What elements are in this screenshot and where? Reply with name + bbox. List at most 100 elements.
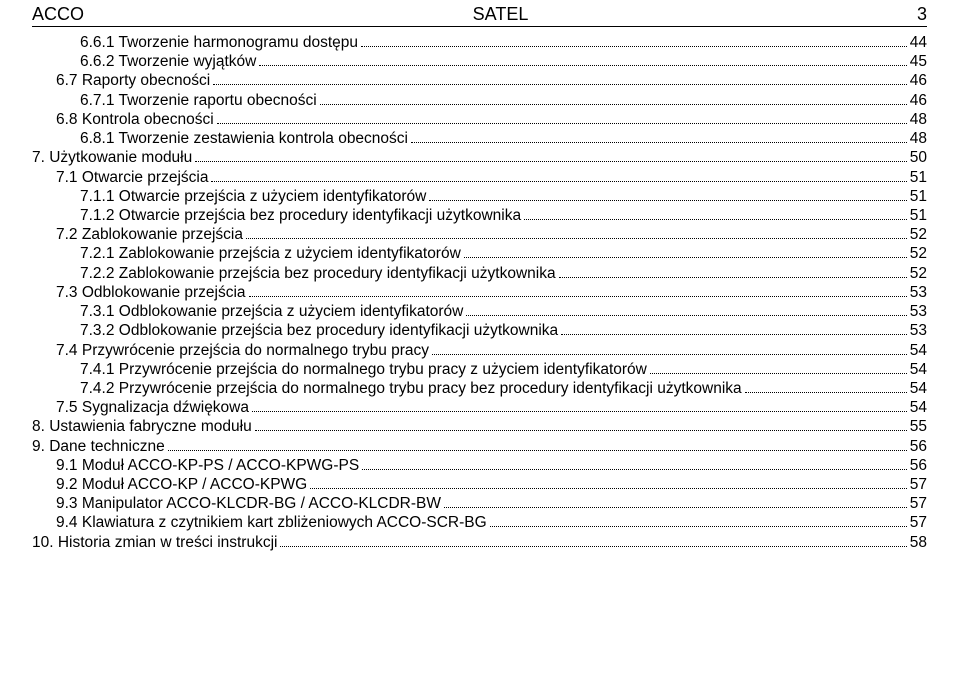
toc-leader-dots — [745, 392, 907, 393]
toc-label: 7.1 Otwarcie przejścia — [56, 168, 208, 187]
toc-label: 9.1 Moduł ACCO-KP-PS / ACCO-KPWG-PS — [56, 456, 359, 475]
toc-row: 7.2.1 Zablokowanie przejścia z użyciem i… — [32, 244, 927, 263]
toc-label: 7.1.2 Otwarcie przejścia bez procedury i… — [80, 206, 521, 225]
toc-row: 7.4.2 Przywrócenie przejścia do normalne… — [32, 379, 927, 398]
toc-row: 6.8.1 Tworzenie zestawienia kontrola obe… — [32, 129, 927, 148]
toc-label: 9.4 Klawiatura z czytnikiem kart zbliżen… — [56, 513, 487, 532]
toc-row: 6.8 Kontrola obecności48 — [32, 110, 927, 129]
toc-label: 7.1.1 Otwarcie przejścia z użyciem ident… — [80, 187, 426, 206]
toc-label: 7.3 Odblokowanie przejścia — [56, 283, 246, 302]
toc-row: 7.1.1 Otwarcie przejścia z użyciem ident… — [32, 187, 927, 206]
toc-page-number: 53 — [910, 321, 927, 340]
toc-label: 7.2 Zablokowanie przejścia — [56, 225, 243, 244]
toc-page-number: 51 — [910, 168, 927, 187]
toc-row: 6.6.2 Tworzenie wyjątków 45 — [32, 52, 927, 71]
toc-row: 7.4.1 Przywrócenie przejścia do normalne… — [32, 360, 927, 379]
toc-label: 7.4.2 Przywrócenie przejścia do normalne… — [80, 379, 742, 398]
toc-label: 9. Dane techniczne — [32, 437, 165, 456]
toc-leader-dots — [213, 84, 907, 85]
toc-leader-dots — [252, 411, 907, 412]
toc-leader-dots — [561, 334, 907, 335]
toc-row: 9.1 Moduł ACCO-KP-PS / ACCO-KPWG-PS 56 — [32, 456, 927, 475]
toc-label: 8. Ustawienia fabryczne modułu — [32, 417, 252, 436]
toc-page-number: 56 — [910, 437, 927, 456]
toc-page-number: 52 — [910, 244, 927, 263]
toc-leader-dots — [444, 507, 907, 508]
toc-page-number: 54 — [910, 341, 927, 360]
toc-row: 9.4 Klawiatura z czytnikiem kart zbliżen… — [32, 513, 927, 532]
toc-leader-dots — [280, 546, 906, 547]
toc-label: 6.6.2 Tworzenie wyjątków — [80, 52, 256, 71]
toc-row: 7.5 Sygnalizacja dźwiękowa 54 — [32, 398, 927, 417]
toc-leader-dots — [320, 104, 907, 105]
toc-label: 9.2 Moduł ACCO-KP / ACCO-KPWG — [56, 475, 307, 494]
toc-row: 10. Historia zmian w treści instrukcji 58 — [32, 533, 927, 552]
toc-row: 7.1.2 Otwarcie przejścia bez procedury i… — [32, 206, 927, 225]
toc-label: 6.8.1 Tworzenie zestawienia kontrola obe… — [80, 129, 408, 148]
toc-leader-dots — [411, 142, 907, 143]
toc-leader-dots — [246, 238, 907, 239]
toc-row: 9.2 Moduł ACCO-KP / ACCO-KPWG 57 — [32, 475, 927, 494]
toc-row: 6.6.1 Tworzenie harmonogramu dostępu44 — [32, 33, 927, 52]
table-of-contents: 6.6.1 Tworzenie harmonogramu dostępu446.… — [32, 33, 927, 552]
toc-page-number: 54 — [910, 379, 927, 398]
toc-page-number: 54 — [910, 398, 927, 417]
toc-page-number: 53 — [910, 302, 927, 321]
toc-row: 8. Ustawienia fabryczne modułu55 — [32, 417, 927, 436]
toc-leader-dots — [361, 46, 907, 47]
page-header: ACCO SATEL 3 — [32, 4, 927, 26]
toc-leader-dots — [362, 469, 907, 470]
toc-page-number: 56 — [910, 456, 927, 475]
toc-page-number: 48 — [910, 129, 927, 148]
toc-row: 9. Dane techniczne 56 — [32, 437, 927, 456]
toc-row: 7.4 Przywrócenie przejścia do normalnego… — [32, 341, 927, 360]
toc-leader-dots — [168, 450, 907, 451]
toc-leader-dots — [429, 200, 906, 201]
toc-page-number: 57 — [910, 494, 927, 513]
toc-page-number: 57 — [910, 475, 927, 494]
toc-page-number: 54 — [910, 360, 927, 379]
toc-leader-dots — [259, 65, 906, 66]
toc-row: 7.1 Otwarcie przejścia 51 — [32, 168, 927, 187]
toc-leader-dots — [255, 430, 907, 431]
header-underline — [32, 26, 927, 27]
toc-page-number: 51 — [910, 206, 927, 225]
toc-label: 7.2.2 Zablokowanie przejścia bez procedu… — [80, 264, 556, 283]
toc-label: 6.7.1 Tworzenie raportu obecności — [80, 91, 317, 110]
header-right: 3 — [917, 4, 927, 25]
toc-page-number: 45 — [910, 52, 927, 71]
toc-page-number: 46 — [910, 91, 927, 110]
toc-label: 7.5 Sygnalizacja dźwiękowa — [56, 398, 249, 417]
toc-label: 7.3.1 Odblokowanie przejścia z użyciem i… — [80, 302, 463, 321]
toc-leader-dots — [464, 257, 907, 258]
toc-page-number: 46 — [910, 71, 927, 90]
toc-page-number: 51 — [910, 187, 927, 206]
toc-page-number: 48 — [910, 110, 927, 129]
toc-page-number: 50 — [910, 148, 927, 167]
toc-label: 6.6.1 Tworzenie harmonogramu dostępu — [80, 33, 358, 52]
toc-leader-dots — [650, 373, 907, 374]
toc-row: 9.3 Manipulator ACCO-KLCDR-BG / ACCO-KLC… — [32, 494, 927, 513]
toc-leader-dots — [249, 296, 907, 297]
toc-row: 7.2 Zablokowanie przejścia 52 — [32, 225, 927, 244]
toc-leader-dots — [432, 354, 907, 355]
toc-row: 6.7.1 Tworzenie raportu obecności 46 — [32, 91, 927, 110]
toc-page-number: 53 — [910, 283, 927, 302]
toc-leader-dots — [559, 277, 907, 278]
toc-label: 7. Użytkowanie modułu — [32, 148, 192, 167]
header-center: SATEL — [473, 4, 529, 25]
toc-label: 10. Historia zmian w treści instrukcji — [32, 533, 277, 552]
toc-label: 7.3.2 Odblokowanie przejścia bez procedu… — [80, 321, 558, 340]
toc-page-number: 58 — [910, 533, 927, 552]
toc-row: 7.2.2 Zablokowanie przejścia bez procedu… — [32, 264, 927, 283]
toc-label: 6.7 Raporty obecności — [56, 71, 210, 90]
toc-page-number: 57 — [910, 513, 927, 532]
page: ACCO SATEL 3 6.6.1 Tworzenie harmonogram… — [0, 0, 959, 680]
toc-page-number: 52 — [910, 264, 927, 283]
toc-label: 7.4.1 Przywrócenie przejścia do normalne… — [80, 360, 647, 379]
toc-row: 6.7 Raporty obecności 46 — [32, 71, 927, 90]
toc-row: 7.3.1 Odblokowanie przejścia z użyciem i… — [32, 302, 927, 321]
toc-page-number: 52 — [910, 225, 927, 244]
header-left: ACCO — [32, 4, 84, 25]
toc-label: 9.3 Manipulator ACCO-KLCDR-BG / ACCO-KLC… — [56, 494, 441, 513]
